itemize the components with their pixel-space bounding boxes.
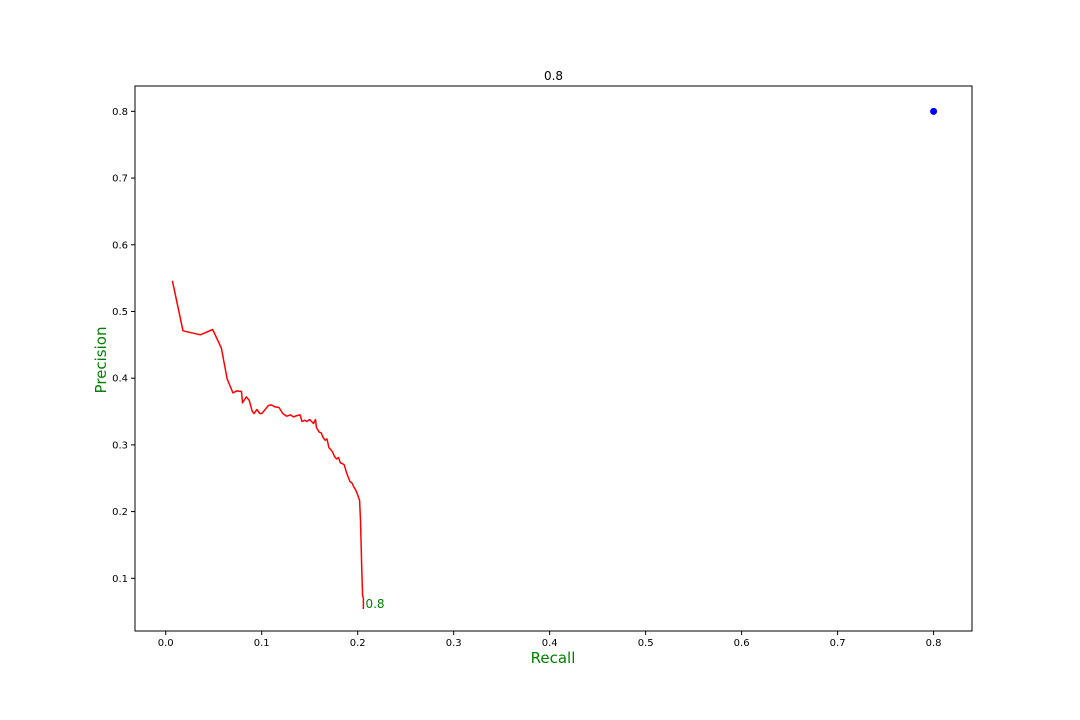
chart-title: 0.8 — [544, 69, 563, 83]
x-tick-label: 0.6 — [734, 638, 750, 649]
y-tick-label: 0.7 — [112, 174, 128, 185]
x-tick-label: 0.8 — [926, 638, 942, 649]
y-axis-label: Precision — [92, 327, 110, 394]
series-layer: 0.8 — [171, 107, 938, 611]
curve-annotation: 0.8 — [365, 597, 384, 611]
x-tick-label: 0.4 — [542, 638, 558, 649]
axes-frame — [134, 85, 973, 632]
y-tick-label: 0.6 — [112, 240, 128, 251]
x-axis-label: Recall — [531, 649, 576, 667]
y-axis-ticks: 0.1 0.2 0.3 0.4 0.5 0.6 0.7 0.8 — [112, 107, 135, 585]
x-tick-label: 0.0 — [158, 638, 174, 649]
x-tick-label: 0.7 — [830, 638, 846, 649]
highlight-point — [930, 107, 938, 115]
y-tick-label: 0.1 — [112, 574, 128, 585]
precision-recall-line — [171, 280, 365, 609]
y-tick-label: 0.3 — [112, 440, 128, 451]
x-tick-label: 0.1 — [254, 638, 270, 649]
y-tick-label: 0.4 — [112, 374, 128, 385]
x-tick-label: 0.3 — [446, 638, 462, 649]
y-tick-label: 0.5 — [112, 307, 128, 318]
y-tick-label: 0.2 — [112, 507, 128, 518]
x-axis-ticks: 0.0 0.1 0.2 0.3 0.4 0.5 0.6 0.7 0.8 — [158, 631, 942, 649]
plot-area — [134, 85, 973, 632]
y-tick-label: 0.8 — [112, 107, 128, 118]
x-tick-label: 0.5 — [638, 638, 654, 649]
x-tick-label: 0.2 — [350, 638, 366, 649]
